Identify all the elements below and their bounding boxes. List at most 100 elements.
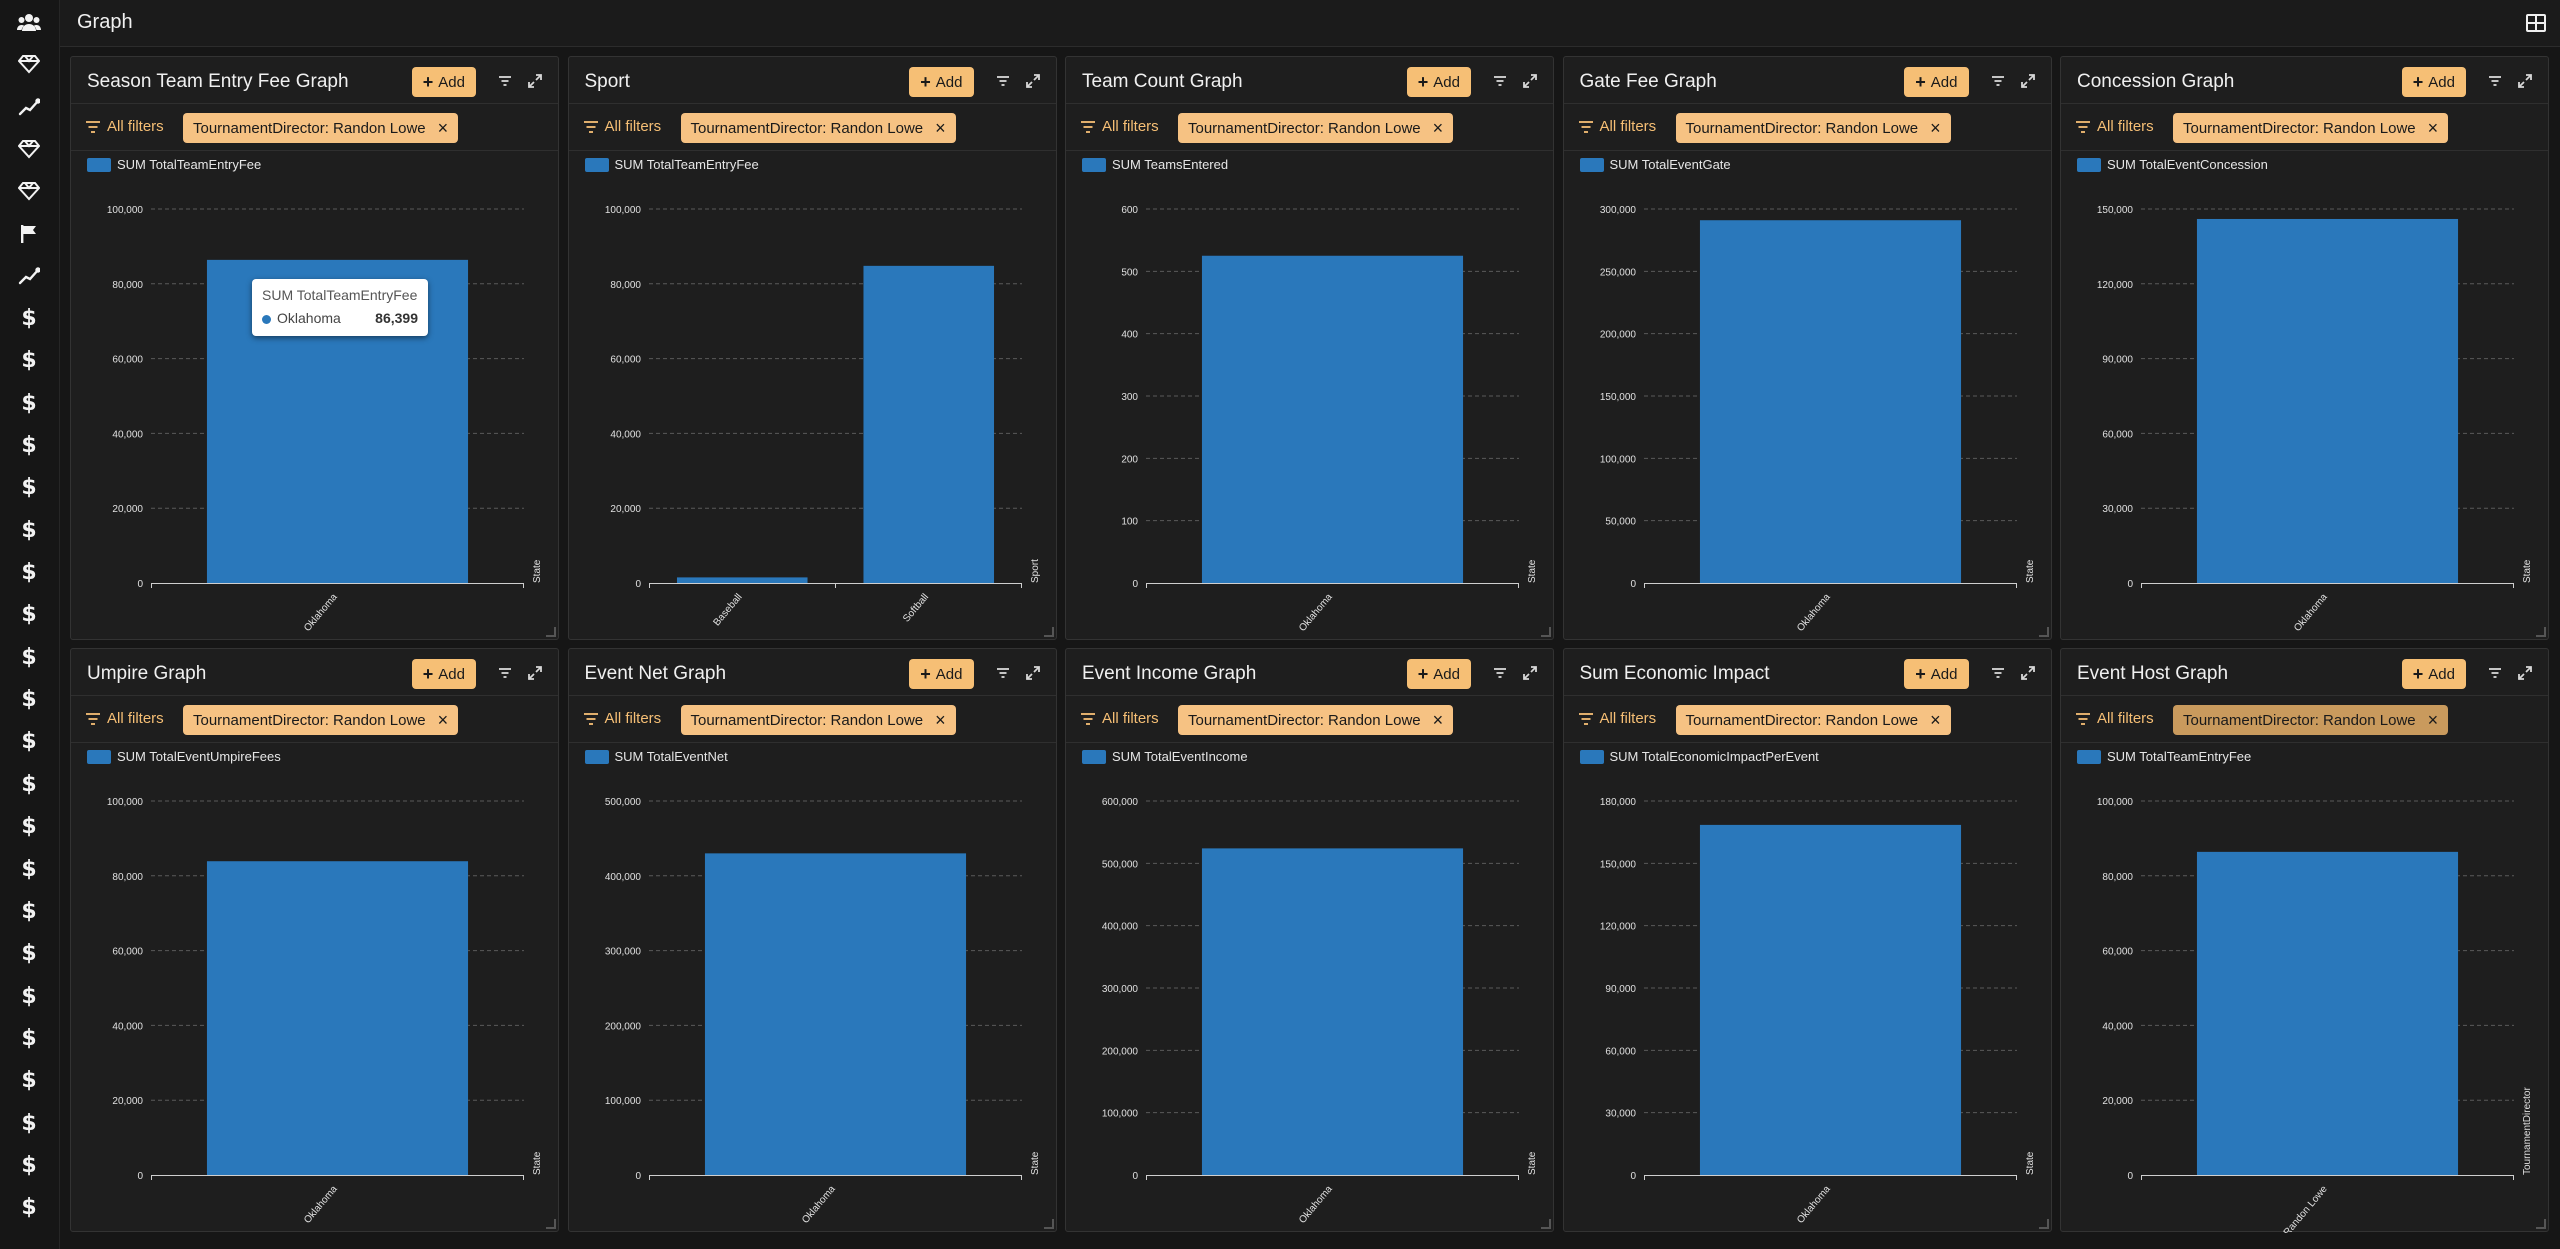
dollar-icon[interactable]: $ — [21, 475, 37, 501]
resize-handle[interactable] — [2536, 1219, 2546, 1229]
dollar-icon[interactable]: $ — [21, 348, 37, 374]
resize-handle[interactable] — [2038, 627, 2049, 637]
close-icon[interactable]: × — [1930, 710, 1941, 730]
expand-icon[interactable] — [1024, 72, 1042, 90]
all-filters-button[interactable]: All filters — [2075, 118, 2154, 135]
flag-icon[interactable] — [13, 218, 45, 250]
close-icon[interactable]: × — [935, 118, 946, 138]
add-button[interactable]: + Add — [2401, 659, 2466, 689]
dollar-icon[interactable]: $ — [21, 1152, 37, 1178]
dollar-icon[interactable]: $ — [21, 898, 37, 924]
legend-item[interactable]: SUM TotalEconomicImpactPerEvent — [1579, 749, 1819, 764]
all-filters-button[interactable]: All filters — [583, 118, 661, 135]
dollar-icon[interactable]: $ — [21, 983, 37, 1009]
filter-chip[interactable]: TournamentDirector: Randon Lowe × — [183, 705, 459, 735]
filter-chip[interactable]: TournamentDirector: Randon Lowe × — [680, 705, 956, 735]
dollar-icon[interactable]: $ — [21, 941, 37, 967]
add-button[interactable]: + Add — [1904, 67, 1969, 97]
legend-item[interactable]: SUM TotalEventUmpireFees — [87, 749, 281, 764]
add-button[interactable]: + Add — [1406, 67, 1471, 97]
expand-icon[interactable] — [1521, 664, 1539, 682]
dollar-icon[interactable]: $ — [21, 729, 37, 755]
dollar-icon[interactable]: $ — [21, 602, 37, 628]
dollar-icon[interactable]: $ — [21, 814, 37, 840]
dollar-icon[interactable]: $ — [21, 1025, 37, 1051]
chart-line-icon[interactable] — [13, 260, 45, 292]
expand-icon[interactable] — [1521, 72, 1539, 90]
dollar-icon[interactable]: $ — [21, 771, 37, 797]
filter-icon[interactable] — [2486, 72, 2504, 90]
bar[interactable] — [2196, 218, 2459, 583]
filter-icon[interactable] — [2486, 664, 2504, 682]
dollar-icon[interactable]: $ — [21, 1195, 37, 1221]
filter-icon[interactable] — [1491, 664, 1509, 682]
close-icon[interactable]: × — [1432, 118, 1444, 138]
bar[interactable] — [206, 861, 469, 1175]
dollar-icon[interactable]: $ — [21, 305, 37, 331]
add-button[interactable]: + Add — [909, 659, 974, 689]
resize-handle[interactable] — [1541, 1219, 1551, 1229]
expand-icon[interactable] — [1024, 664, 1042, 682]
diamond-icon[interactable] — [13, 48, 45, 80]
diamond-icon[interactable] — [13, 175, 45, 207]
filter-chip[interactable]: TournamentDirector: Randon Lowe × — [2173, 113, 2449, 143]
bar[interactable] — [704, 853, 966, 1175]
expand-icon[interactable] — [2516, 72, 2534, 90]
dollar-icon[interactable]: $ — [21, 517, 37, 543]
filter-icon[interactable] — [1989, 72, 2007, 90]
resize-handle[interactable] — [2536, 627, 2546, 637]
filter-icon[interactable] — [994, 72, 1012, 90]
dollar-icon[interactable]: $ — [21, 390, 37, 416]
resize-handle[interactable] — [2038, 1219, 2049, 1229]
bar[interactable] — [2196, 851, 2459, 1175]
bar[interactable] — [862, 265, 994, 583]
all-filters-button[interactable]: All filters — [1578, 118, 1656, 135]
filter-icon[interactable] — [1989, 664, 2007, 682]
legend-item[interactable]: SUM TotalTeamEntryFee — [2077, 749, 2251, 764]
resize-handle[interactable] — [1043, 1219, 1054, 1229]
add-button[interactable]: + Add — [1904, 659, 1969, 689]
users-icon[interactable] — [13, 6, 45, 38]
all-filters-button[interactable]: All filters — [583, 710, 661, 727]
legend-item[interactable]: SUM TeamsEntered — [1082, 157, 1228, 172]
dollar-icon[interactable]: $ — [21, 1110, 37, 1136]
filter-chip[interactable]: TournamentDirector: Randon Lowe × — [1178, 705, 1454, 735]
resize-handle[interactable] — [546, 1219, 556, 1229]
legend-item[interactable]: SUM TotalEventIncome — [1082, 749, 1248, 764]
filter-icon[interactable] — [994, 664, 1012, 682]
dollar-icon[interactable]: $ — [21, 433, 37, 458]
all-filters-button[interactable]: All filters — [85, 710, 164, 727]
all-filters-button[interactable]: All filters — [2075, 710, 2154, 727]
filter-icon[interactable] — [496, 664, 514, 682]
layout-grid-icon[interactable] — [2524, 11, 2548, 35]
expand-icon[interactable] — [2019, 664, 2037, 682]
dollar-icon[interactable]: $ — [21, 560, 37, 586]
diamond-icon[interactable] — [13, 133, 45, 165]
filter-chip[interactable]: TournamentDirector: Randon Lowe × — [1675, 113, 1951, 143]
filter-icon[interactable] — [496, 72, 514, 90]
dollar-icon[interactable]: $ — [21, 856, 37, 882]
add-button[interactable]: + Add — [411, 67, 476, 97]
filter-chip[interactable]: TournamentDirector: Randon Lowe × — [680, 113, 956, 143]
chart-line-icon[interactable] — [13, 91, 45, 123]
close-icon[interactable]: × — [2427, 118, 2439, 138]
all-filters-button[interactable]: All filters — [85, 118, 164, 135]
close-icon[interactable]: × — [437, 118, 449, 138]
expand-icon[interactable] — [2019, 72, 2037, 90]
add-button[interactable]: + Add — [909, 67, 974, 97]
bar[interactable] — [1699, 824, 1961, 1175]
bar[interactable] — [1201, 848, 1464, 1175]
filter-chip[interactable]: TournamentDirector: Randon Lowe × — [1675, 705, 1951, 735]
dollar-icon[interactable]: $ — [21, 644, 37, 670]
bar[interactable] — [1201, 255, 1464, 583]
close-icon[interactable]: × — [1432, 710, 1444, 730]
filter-chip[interactable]: TournamentDirector: Randon Lowe × — [2173, 705, 2449, 735]
all-filters-button[interactable]: All filters — [1080, 710, 1159, 727]
dollar-icon[interactable]: $ — [21, 1068, 37, 1094]
add-button[interactable]: + Add — [411, 659, 476, 689]
legend-item[interactable]: SUM TotalTeamEntryFee — [584, 157, 759, 172]
expand-icon[interactable] — [2516, 664, 2534, 682]
filter-icon[interactable] — [1491, 72, 1509, 90]
resize-handle[interactable] — [1043, 627, 1054, 637]
legend-item[interactable]: SUM TotalTeamEntryFee — [87, 157, 261, 172]
